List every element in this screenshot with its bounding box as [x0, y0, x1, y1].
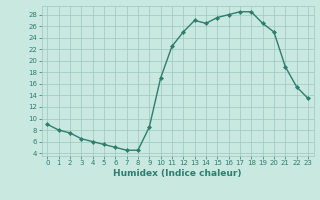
X-axis label: Humidex (Indice chaleur): Humidex (Indice chaleur)	[113, 169, 242, 178]
